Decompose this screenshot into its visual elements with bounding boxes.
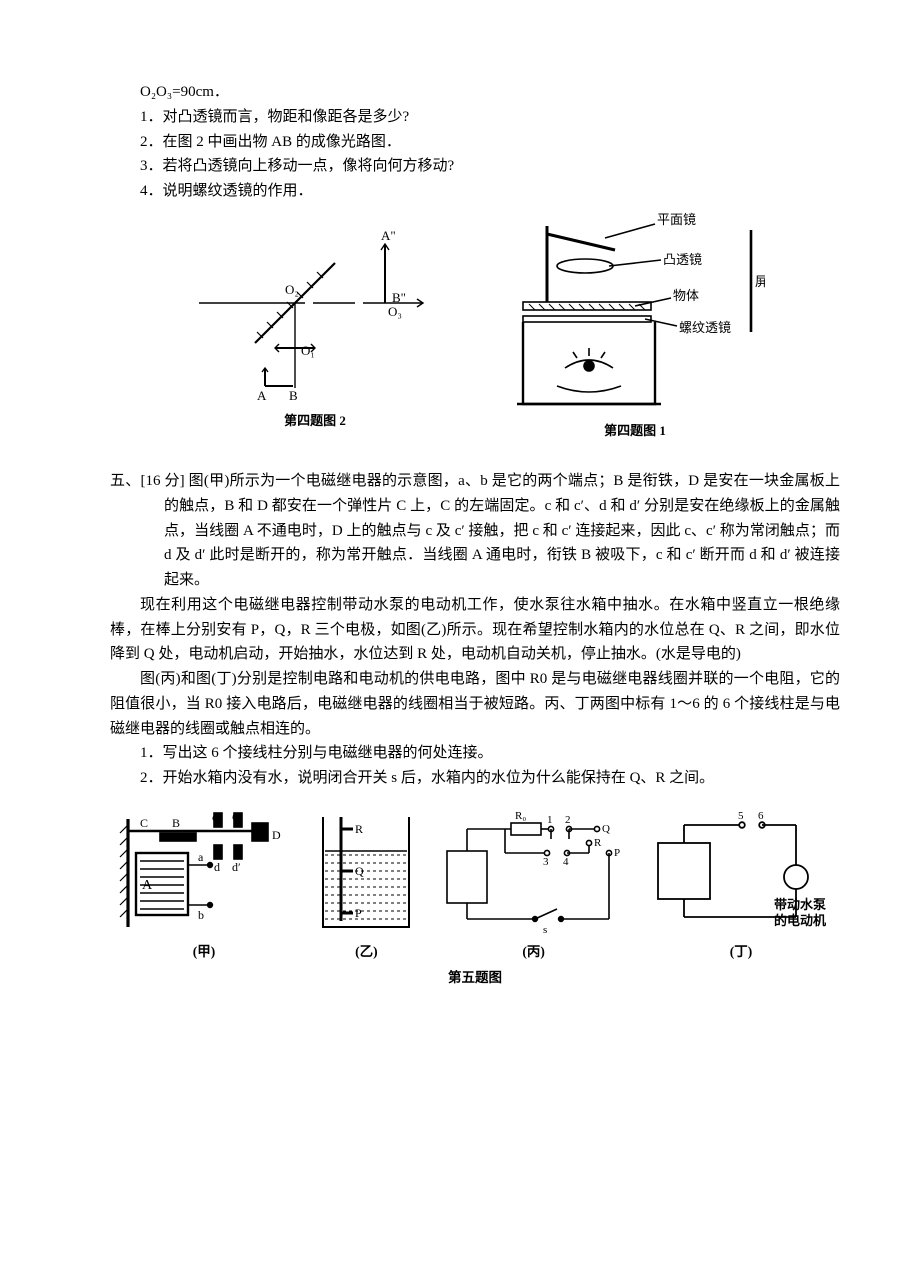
q5-figures: C B c C′ D d d′ A a b (甲) (110, 809, 840, 963)
q4-fig2-caption: 第四题图 2 (185, 410, 445, 431)
q4-block: O₂O₃=90cm． 1．对凸透镜而言，物距和像距各是多少? 2．在图 2 中画… (110, 80, 840, 204)
lbl-Acoil: A (142, 878, 153, 893)
lbl-2: 2 (565, 814, 571, 826)
lbl-4: 4 (563, 856, 569, 868)
q5-item-2: 2．开始水箱内没有水，说明闭合开关 s 后，水箱内的水位为什么能保持在 Q、R … (110, 766, 840, 791)
q5-head: 五、[16 分] 图(甲)所示为一个电磁继电器的示意图，a、b 是它的两个端点；… (110, 469, 840, 593)
q5-p2: 现在利用这个电磁继电器控制带动水泵的电动机工作，使水泵往水箱中抽水。在水箱中竖直… (110, 593, 840, 667)
q5-block: 五、[16 分] 图(甲)所示为一个电磁继电器的示意图，a、b 是它的两个端点；… (110, 469, 840, 791)
lbl-1: 1 (547, 814, 553, 826)
q5-master-caption: 第五题图 (110, 967, 840, 989)
lbl-object: 物体 (673, 288, 699, 303)
q4-given: O₂O₃=90cm． (140, 80, 840, 105)
cap-bing: (丙) (439, 941, 629, 963)
lbl-mirror: 平面镜 (657, 212, 696, 227)
q4-figures: O₂ O₃ O₁ A B A" B" 第四题图 2 (110, 208, 840, 441)
q4-fig2: O₂ O₃ O₁ A B A" B" 第四题图 2 (185, 208, 445, 441)
q4-item-2: 2．在图 2 中画出物 AB 的成像光路图． (140, 130, 840, 155)
lbl-c: c (212, 810, 217, 824)
lbl-motor-2: 的电动机 (774, 913, 826, 928)
lbl-Q: Q (355, 864, 364, 878)
cap-ding: (丁) (646, 941, 836, 963)
lbl-B: B (289, 388, 298, 403)
lbl-3: 3 (543, 856, 549, 868)
lbl-motor-1: 带动水泵 (774, 897, 826, 912)
lbl-a: a (198, 850, 204, 864)
lbl-d: d (214, 860, 220, 874)
lbl-Rp: R (594, 837, 602, 849)
lbl-dp: d′ (232, 860, 241, 874)
lbl-Pp: P (614, 847, 620, 859)
lbl-fresnel: 螺纹透镜 (679, 320, 731, 335)
lbl-D: D (272, 828, 281, 842)
q4-item-3: 3．若将凸透镜向上移动一点，像将向何方移动? (140, 154, 840, 179)
fig-jia: C B c C′ D d d′ A a b (甲) (114, 809, 294, 963)
fig-bing: R₀ 1 2 Q R P 3 4 s (丙) (439, 809, 629, 963)
q4-item-1: 1．对凸透镜而言，物距和像距各是多少? (140, 105, 840, 130)
q4-fig1-caption: 第四题图 1 (505, 420, 765, 441)
lbl-P: P (355, 906, 362, 920)
fig-yi: R Q P (乙) (311, 809, 421, 963)
lbl-O2: O₂ (285, 282, 299, 297)
lbl-lens: 凸透镜 (663, 252, 702, 267)
fig-ding: 5 6 带动水泵 的电动机 (丁) (646, 809, 836, 963)
q4-fig1: 平面镜 凸透镜 物体 螺纹透镜 屏 第四题图 1 (505, 208, 765, 441)
cap-jia: (甲) (114, 941, 294, 963)
lbl-s: s (543, 924, 547, 936)
lbl-C: C (140, 816, 148, 830)
lbl-B: B (172, 816, 180, 830)
lbl-O3: O₃ (388, 304, 402, 319)
lbl-6: 6 (758, 810, 764, 822)
lbl-B2: B" (392, 290, 406, 305)
q5-p3: 图(丙)和图(丁)分别是控制电路和电动机的供电电路，图中 R0 是与电磁继电器线… (110, 667, 840, 741)
lbl-screen: 屏 (755, 274, 765, 289)
lbl-R0: R₀ (515, 810, 526, 822)
lbl-b: b (198, 908, 204, 922)
lbl-R: R (355, 822, 363, 836)
cap-yi: (乙) (311, 941, 421, 963)
lbl-A: A (257, 388, 267, 403)
lbl-A2: A" (381, 228, 396, 243)
lbl-5: 5 (738, 810, 744, 822)
lbl-Qp: Q (602, 823, 610, 835)
lbl-cp: C′ (232, 810, 243, 824)
q5-item-1: 1．写出这 6 个接线柱分别与电磁继电器的何处连接。 (110, 741, 840, 766)
lbl-O1: O₁ (301, 343, 315, 358)
q4-item-4: 4．说明螺纹透镜的作用． (140, 179, 840, 204)
